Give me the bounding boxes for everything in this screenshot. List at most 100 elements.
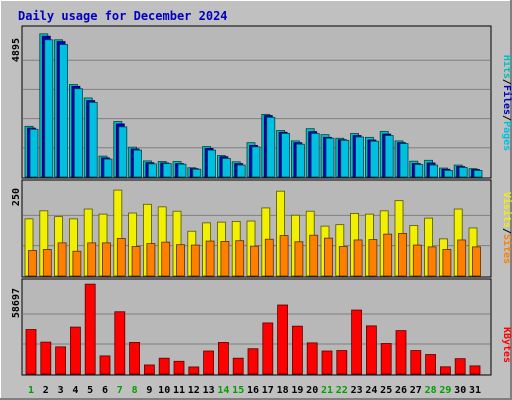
bar-kbytes-day-10 — [158, 357, 170, 375]
bar-pages-day-1 — [29, 128, 39, 178]
x-tick-label-day-19: 19 — [291, 385, 303, 396]
x-tick-label-day-24: 24 — [365, 385, 377, 396]
bar-sites-day-7 — [116, 238, 126, 277]
bar-kbytes-day-15 — [232, 357, 244, 375]
x-tick-label-day-5: 5 — [87, 385, 93, 396]
bar-sites-day-1 — [28, 250, 37, 277]
bar-pages-day-20 — [310, 133, 320, 178]
bar-kbytes-day-3 — [55, 346, 66, 375]
bar-pages-day-26 — [399, 143, 409, 178]
bar-pages-day-4 — [74, 88, 83, 178]
bar-pages-day-9 — [147, 163, 157, 178]
legend-item: Sites — [501, 234, 512, 264]
x-tick-label-day-11: 11 — [173, 385, 185, 396]
bar-sites-day-22 — [338, 246, 348, 277]
bar-kbytes-day-18 — [277, 304, 289, 375]
x-tick-label-day-14: 14 — [217, 385, 229, 396]
bar-sites-day-5 — [87, 242, 97, 277]
bar-kbytes-day-5 — [84, 283, 96, 375]
x-tick-label-day-29: 29 — [439, 385, 451, 396]
bar-sites-day-28 — [427, 246, 437, 277]
chart-title: Daily usage for December 2024 — [18, 9, 228, 23]
x-tick-label-day-28: 28 — [425, 385, 437, 396]
bar-pages-day-14 — [221, 158, 231, 178]
legend-item: / — [501, 228, 512, 234]
bar-sites-day-17 — [264, 238, 274, 277]
bar-kbytes-day-2 — [40, 341, 52, 375]
x-tick-label-day-9: 9 — [146, 385, 152, 396]
bar-sites-day-18 — [279, 235, 289, 277]
bar-kbytes-day-14 — [217, 342, 229, 375]
bar-pages-day-15 — [236, 164, 246, 178]
x-tick-label-day-22: 22 — [336, 385, 348, 396]
x-tick-label-day-10: 10 — [158, 385, 170, 396]
x-tick-label-day-21: 21 — [321, 385, 333, 396]
bar-pages-day-10 — [162, 163, 172, 178]
bar-sites-day-12 — [190, 244, 200, 277]
bar-kbytes-day-23 — [351, 309, 363, 375]
bar-pages-day-31 — [473, 170, 483, 178]
bar-kbytes-day-12 — [188, 366, 200, 375]
bar-pages-day-2 — [44, 39, 54, 178]
legend-item: Pages — [501, 121, 512, 151]
bar-sites-day-11 — [176, 244, 185, 277]
bar-sites-day-15 — [235, 240, 245, 277]
bar-pages-day-24 — [369, 140, 379, 178]
legend-visits-sites: Visits/Sites — [501, 192, 512, 264]
bar-kbytes-day-9 — [143, 364, 155, 375]
bar-kbytes-day-11 — [173, 360, 185, 375]
bar-sites-day-19 — [294, 241, 304, 277]
x-tick-label-day-17: 17 — [262, 385, 274, 396]
bar-pages-day-16 — [251, 146, 261, 178]
x-tick-label-day-25: 25 — [380, 385, 392, 396]
bar-pages-day-30 — [458, 167, 468, 178]
bar-sites-day-25 — [383, 233, 393, 277]
bar-kbytes-day-4 — [70, 326, 81, 375]
bar-kbytes-day-30 — [454, 358, 466, 375]
y-max-label: 250 — [11, 188, 22, 206]
x-tick-label-day-3: 3 — [58, 385, 64, 396]
bar-sites-day-2 — [42, 249, 52, 277]
bar-kbytes-day-13 — [203, 350, 215, 375]
bar-pages-day-12 — [192, 168, 202, 178]
x-tick-label-day-23: 23 — [351, 385, 363, 396]
x-tick-label-day-20: 20 — [306, 385, 318, 396]
bar-sites-day-13 — [205, 240, 215, 277]
x-tick-label-day-30: 30 — [454, 385, 466, 396]
legend-item: Files — [501, 85, 512, 115]
bar-kbytes-day-31 — [469, 365, 481, 375]
x-tick-label-day-12: 12 — [188, 385, 200, 396]
bar-sites-day-21 — [324, 237, 333, 277]
bar-pages-day-27 — [414, 164, 424, 178]
bar-sites-day-4 — [72, 250, 82, 277]
bar-kbytes-day-24 — [365, 325, 377, 375]
bar-pages-day-8 — [133, 149, 143, 178]
x-tick-label-day-4: 4 — [72, 385, 78, 396]
bar-pages-day-19 — [295, 143, 305, 178]
bars-layer — [24, 33, 483, 375]
bar-kbytes-day-17 — [262, 322, 274, 375]
bar-kbytes-day-8 — [129, 342, 141, 375]
bar-sites-day-14 — [220, 241, 230, 277]
bar-kbytes-day-21 — [321, 350, 333, 375]
bar-sites-day-16 — [250, 245, 259, 277]
x-tick-label-day-2: 2 — [43, 385, 49, 396]
bar-kbytes-day-22 — [336, 350, 348, 375]
legend-item: / — [501, 79, 512, 85]
bar-kbytes-day-28 — [425, 354, 437, 375]
bar-sites-day-8 — [131, 246, 141, 277]
x-tick-label-day-13: 13 — [203, 385, 215, 396]
bar-kbytes-day-20 — [306, 342, 318, 375]
bar-kbytes-day-16 — [247, 348, 259, 375]
x-tick-label-day-8: 8 — [132, 385, 138, 396]
bar-pages-day-22 — [340, 139, 350, 178]
bar-kbytes-day-26 — [395, 330, 407, 375]
bar-pages-day-11 — [177, 163, 187, 178]
bar-sites-day-24 — [368, 239, 378, 277]
bar-sites-day-27 — [412, 244, 422, 277]
bar-sites-day-30 — [457, 239, 467, 277]
bar-sites-day-23 — [353, 239, 363, 277]
legend-item: KBytes — [501, 327, 512, 363]
